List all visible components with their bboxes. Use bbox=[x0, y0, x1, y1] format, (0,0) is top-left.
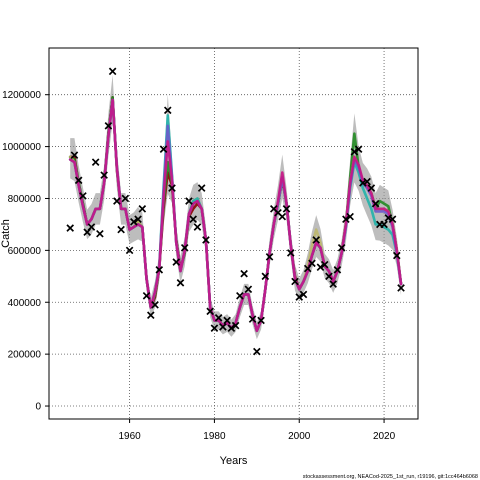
observed-point bbox=[70, 151, 79, 159]
x-tick-label: 2020 bbox=[373, 431, 396, 442]
observed-point bbox=[155, 266, 164, 274]
observed-point bbox=[176, 278, 185, 287]
y-tick-label: 800000 bbox=[8, 194, 42, 205]
observed-point bbox=[91, 158, 100, 166]
observed-point bbox=[66, 224, 75, 232]
observed-point bbox=[363, 177, 371, 186]
observed-point bbox=[146, 311, 155, 320]
y-tick-label: 1000000 bbox=[2, 142, 41, 153]
observed-point bbox=[74, 176, 83, 185]
observed-point bbox=[308, 259, 316, 268]
observed-point bbox=[219, 323, 227, 331]
source-note: stockassessment.org, NEACod-2025_1st_run… bbox=[303, 474, 478, 480]
observed-point bbox=[138, 205, 147, 213]
observed-point bbox=[371, 199, 380, 208]
observed-point bbox=[240, 269, 248, 278]
observed-point bbox=[342, 215, 350, 224]
observed-point bbox=[384, 214, 393, 222]
x-tick-label: 1980 bbox=[203, 431, 226, 442]
observed-point bbox=[172, 258, 181, 266]
observed-point bbox=[350, 147, 359, 156]
observed-point bbox=[151, 301, 159, 309]
grid-lines bbox=[49, 48, 418, 419]
series-lines bbox=[68, 95, 403, 333]
observed-point bbox=[248, 315, 257, 323]
observed-points bbox=[66, 67, 405, 356]
observed-point bbox=[244, 285, 253, 294]
observed-point bbox=[397, 284, 405, 292]
observed-point bbox=[282, 205, 291, 213]
observed-point bbox=[261, 272, 270, 281]
observed-point bbox=[117, 225, 125, 234]
y-tick-label: 0 bbox=[35, 402, 41, 413]
observed-point bbox=[316, 263, 325, 272]
observed-point bbox=[197, 184, 206, 192]
observed-point bbox=[202, 236, 210, 244]
observed-point bbox=[210, 324, 219, 332]
observed-point bbox=[227, 324, 236, 332]
y-tick-label: 400000 bbox=[8, 298, 42, 309]
y-tick-label: 200000 bbox=[8, 350, 42, 361]
observed-point bbox=[295, 293, 304, 301]
observed-point bbox=[320, 260, 329, 269]
x-tick-label: 1960 bbox=[118, 431, 141, 442]
observed-point bbox=[113, 197, 121, 205]
observed-point bbox=[206, 307, 214, 316]
observed-point bbox=[223, 316, 231, 325]
observed-point bbox=[100, 171, 108, 179]
observed-point bbox=[121, 194, 130, 203]
observed-point bbox=[388, 215, 397, 224]
observed-point bbox=[159, 145, 168, 153]
observed-point bbox=[87, 223, 96, 231]
observed-point bbox=[214, 314, 223, 322]
observed-point bbox=[180, 243, 189, 252]
observed-point bbox=[253, 347, 261, 356]
y-axis: 0 200000 400000 600000 800000 1000000 1200000 bbox=[2, 90, 49, 413]
observed-point bbox=[265, 253, 274, 261]
observed-point bbox=[108, 67, 117, 76]
observed-point bbox=[380, 220, 388, 229]
observed-point bbox=[189, 215, 198, 224]
observed-point bbox=[96, 229, 104, 238]
observed-point bbox=[325, 272, 333, 281]
series-line bbox=[68, 98, 403, 333]
observed-point bbox=[278, 212, 287, 221]
observed-point bbox=[333, 266, 342, 274]
series-line bbox=[68, 95, 403, 333]
observed-point bbox=[354, 145, 363, 153]
y-axis-title: Catch bbox=[0, 219, 12, 248]
observed-point bbox=[346, 212, 354, 221]
y-tick-label: 600000 bbox=[8, 246, 42, 257]
observed-point bbox=[125, 246, 134, 255]
plot-frame bbox=[48, 47, 419, 420]
observed-point bbox=[392, 251, 401, 260]
observed-point bbox=[104, 122, 113, 130]
observed-point bbox=[134, 215, 142, 224]
observed-point bbox=[257, 316, 265, 325]
observed-point bbox=[329, 280, 337, 288]
observed-point bbox=[163, 106, 172, 115]
observed-point bbox=[359, 179, 367, 187]
observed-point bbox=[168, 184, 176, 192]
observed-point bbox=[286, 249, 295, 257]
observed-point bbox=[299, 290, 308, 299]
observed-point bbox=[185, 197, 193, 205]
x-axis-title: Years bbox=[220, 455, 248, 467]
observed-point bbox=[291, 277, 299, 286]
x-tick-label: 2000 bbox=[288, 431, 311, 442]
observed-point bbox=[130, 218, 138, 226]
observed-point bbox=[193, 223, 202, 231]
observed-point bbox=[79, 192, 87, 200]
x-axis: 1960 1980 2000 2020 bbox=[118, 419, 396, 442]
observed-point bbox=[367, 184, 376, 192]
observed-point bbox=[142, 291, 151, 300]
observed-point bbox=[312, 236, 321, 244]
series-line bbox=[68, 95, 403, 333]
observed-point bbox=[231, 321, 240, 330]
y-tick-label: 1200000 bbox=[2, 90, 41, 101]
observed-point bbox=[337, 243, 346, 252]
observed-point bbox=[236, 291, 244, 300]
